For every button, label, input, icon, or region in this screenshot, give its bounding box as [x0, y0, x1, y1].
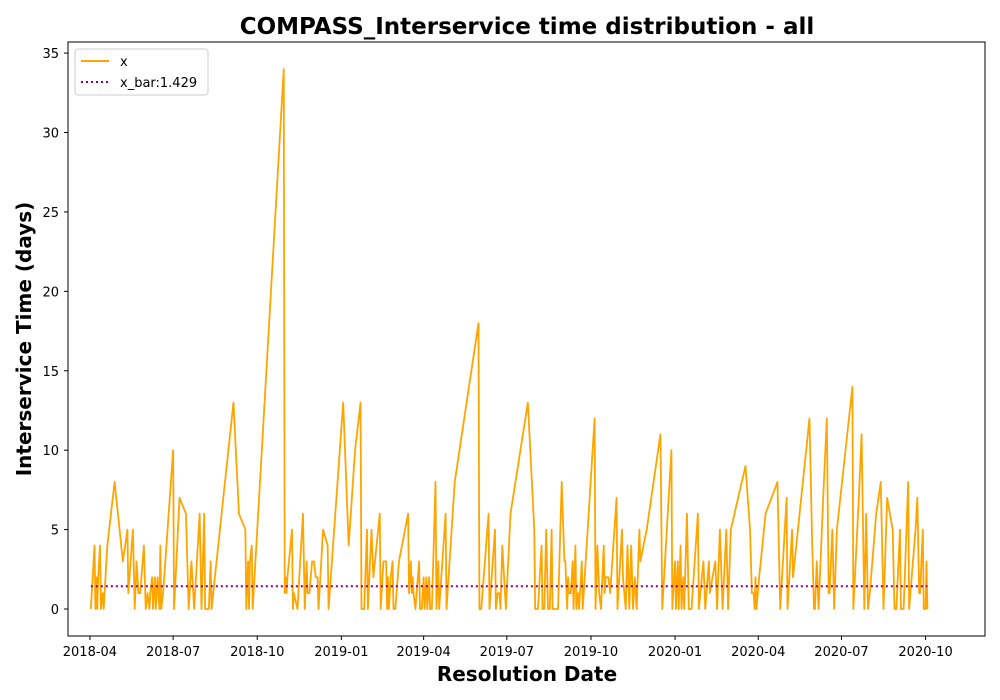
axes-border — [67, 41, 986, 637]
y-axis-ticks: 0 5 10 15 20 25 30 35 — [42, 47, 68, 618]
x-axis-ticks: 2018-04 2018-07 2018-10 2019-01 2019-04 2019-… — [63, 636, 953, 660]
x-tick-label: 2018-07 — [146, 645, 200, 660]
y-tick-label: 0 — [51, 603, 59, 618]
x-tick-label: 2018-04 — [63, 645, 117, 660]
y-tick-label: 35 — [42, 47, 59, 62]
x-tick-label: 2019-01 — [314, 645, 368, 660]
legend-label-x-bar: x_bar:1.429 — [120, 76, 197, 91]
legend: x x_bar:1.429 — [74, 48, 209, 96]
y-tick-label: 30 — [42, 127, 59, 142]
x-tick-label: 2019-10 — [564, 645, 618, 660]
series-line-x — [89, 68, 929, 610]
y-tick-label: 10 — [42, 444, 59, 459]
x-tick-label: 2020-10 — [898, 645, 952, 660]
x-tick-label: 2020-04 — [731, 645, 785, 660]
y-tick-label: 25 — [42, 206, 59, 221]
x-tick-label: 2019-04 — [396, 645, 450, 660]
x-tick-label: 2020-01 — [648, 645, 702, 660]
y-tick-label: 15 — [42, 365, 59, 380]
x-axis-label: Resolution Date — [437, 662, 617, 686]
axes-frame — [67, 41, 986, 637]
chart-title: COMPASS_Interservice time distribution -… — [240, 14, 815, 40]
y-axis-label: Interservice Time (days) — [12, 202, 36, 477]
plot-area — [89, 68, 929, 610]
legend-label-x: x — [120, 55, 128, 70]
x-tick-label: 2019-07 — [480, 645, 534, 660]
x-tick-label: 2020-07 — [814, 645, 868, 660]
x-tick-label: 2018-10 — [230, 645, 284, 660]
y-tick-label: 5 — [51, 524, 59, 539]
y-tick-label: 20 — [42, 285, 59, 300]
